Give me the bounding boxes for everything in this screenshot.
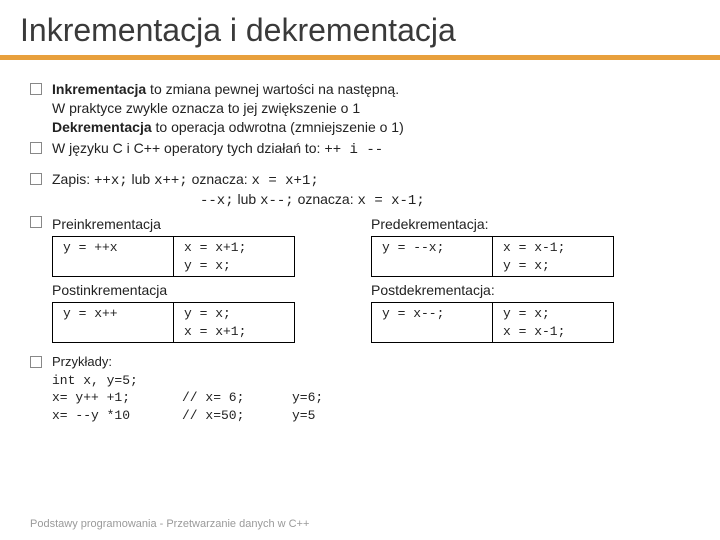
or-2: lub <box>234 191 260 207</box>
ex-l4a: x= --y *10 <box>52 407 182 425</box>
square-bullet-icon <box>30 142 42 154</box>
table-cell: y = x;x = x-1; <box>493 303 614 343</box>
dec-term: Dekrementacja <box>52 119 152 135</box>
bullet-3: Zapis: ++x; lub x++; oznacza: x = x+1; -… <box>30 170 690 212</box>
bullet-4: Preinkrementacja y = ++x x = x+1;y = x; … <box>30 213 690 347</box>
square-bullet-icon <box>30 173 42 185</box>
bullet-2-text: W języku C i C++ operatory tych działań … <box>52 139 690 160</box>
square-bullet-icon <box>30 83 42 95</box>
preinc-table: y = ++x x = x+1;y = x; <box>52 236 295 277</box>
predec-table: y = --x; x = x-1;y = x; <box>371 236 614 277</box>
dec-def: to operacja odwrotna (zmniejszenie o 1) <box>152 119 404 135</box>
code-incmean: x = x+1; <box>252 173 319 189</box>
table-cell: y = --x; <box>372 237 493 277</box>
code-decpost: x--; <box>260 193 294 209</box>
bullet-4-text: Preinkrementacja y = ++x x = x+1;y = x; … <box>52 213 690 347</box>
or-1: lub <box>128 171 154 187</box>
postdec-table: y = x--; y = x;x = x-1; <box>371 302 614 343</box>
ex-l3a: x= y++ +1; <box>52 389 182 407</box>
bullet-2: W języku C i C++ operatory tych działań … <box>30 139 690 160</box>
slide-content: Inkrementacja to zmiana pewnej wartości … <box>0 60 720 425</box>
ex-decl: int x, y=5; <box>52 373 138 388</box>
means-1: oznacza: <box>188 171 252 187</box>
zapis-label: Zapis: <box>52 171 94 187</box>
inc-practice: W praktyce zwykle oznacza to jej zwiększ… <box>52 100 360 116</box>
table-cell: y = x++ <box>53 303 174 343</box>
code-decpre: --x; <box>200 193 234 209</box>
code-incpre: ++x; <box>94 173 128 189</box>
inc-def: to zmiana pewnej wartości na następną. <box>146 81 399 97</box>
inc-term: Inkrementacja <box>52 81 146 97</box>
bullet-5: Przykłady: int x, y=5; x= y++ +1;// x= 6… <box>30 353 690 424</box>
examples-label: Przykłady: <box>52 354 112 369</box>
footer-text: Podstawy programowania - Przetwarzanie d… <box>30 518 309 530</box>
postinc-table: y = x++ y = x;x = x+1; <box>52 302 295 343</box>
square-bullet-icon <box>30 216 42 228</box>
dec-col: Predekrementacja: y = --x; x = x-1;y = x… <box>371 215 690 347</box>
bullet-3-text: Zapis: ++x; lub x++; oznacza: x = x+1; -… <box>52 170 690 212</box>
ex-l3b: // x= 6; <box>182 389 292 407</box>
ex-l4c: y=5 <box>292 408 315 423</box>
ex-l3c: y=6; <box>292 390 323 405</box>
code-incpost: x++; <box>154 173 188 189</box>
ex-l4b: // x=50; <box>182 407 292 425</box>
code-decmean: x = x-1; <box>358 193 425 209</box>
table-cell: y = ++x <box>53 237 174 277</box>
means-2: oznacza: <box>294 191 358 207</box>
postdec-label: Postdekrementacja <box>371 282 491 298</box>
postinc-label: Postinkrementacja <box>52 281 371 300</box>
ops-intro: W języku C i C++ operatory tych działań … <box>52 140 324 156</box>
predec-label: Predekrementacja <box>371 216 485 232</box>
square-bullet-icon <box>30 356 42 368</box>
slide-title: Inkrementacja i dekrementacja <box>0 0 720 55</box>
ops-code: ++ i -- <box>324 142 383 158</box>
bullet-1: Inkrementacja to zmiana pewnej wartości … <box>30 80 690 137</box>
bullet-5-text: Przykłady: int x, y=5; x= y++ +1;// x= 6… <box>52 353 690 424</box>
table-cell: x = x+1;y = x; <box>174 237 295 277</box>
preinc-label: Preinkrementacja <box>52 215 371 234</box>
table-cell: y = x;x = x+1; <box>174 303 295 343</box>
table-cell: y = x--; <box>372 303 493 343</box>
table-cell: x = x-1;y = x; <box>493 237 614 277</box>
bullet-1-text: Inkrementacja to zmiana pewnej wartości … <box>52 80 690 137</box>
pre-col: Preinkrementacja y = ++x x = x+1;y = x; … <box>52 215 371 347</box>
